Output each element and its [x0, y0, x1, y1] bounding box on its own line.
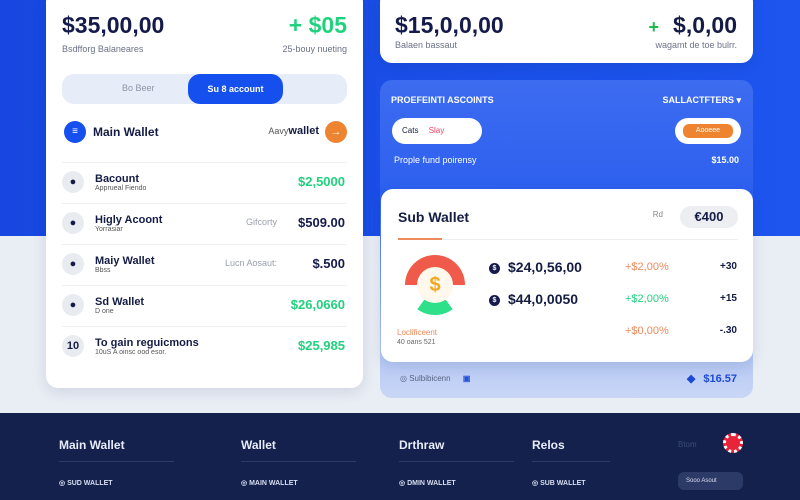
footer-link[interactable]: ◎ MAIN WALLET [241, 480, 298, 487]
account-row[interactable]: ● Sd Wallet D one $26,0660 [62, 285, 347, 326]
account-row[interactable]: 10 To gain reguicmons 10uS A oinsc ood eso… [62, 326, 347, 367]
sub-footer-value: ◆ $16.57 [686, 373, 737, 385]
holding-percent: +$2,00% [625, 261, 669, 273]
account-row[interactable]: ● Bacount Apprueal Fiendo $2,5000 [62, 162, 347, 203]
avatar: ● [62, 171, 84, 193]
balance-change: + $05 [288, 12, 347, 38]
chevron-down-icon: ▾ [736, 95, 741, 105]
holding-percent: +$0,00% [625, 325, 669, 337]
any-wallet-link[interactable]: Aavywallet [268, 125, 319, 137]
change-label: 25-bouy nueting [282, 44, 347, 54]
footer-heading: Drthraw [399, 438, 445, 452]
progress-line [398, 238, 442, 240]
category-chip[interactable]: Cats Slay [392, 118, 482, 144]
row-title: Sd Wallet [95, 296, 145, 308]
holding-delta: +15 [720, 293, 737, 304]
holding-value: $ $44,0,0050 [489, 291, 578, 307]
secondary-change-label: wagamt de toe bulrr. [655, 40, 737, 50]
row-value: $.500 [312, 256, 345, 271]
footer: Main Wallet ◎ SUD WALLET Wallet ◎ MAIN WALL… [0, 413, 800, 500]
row-title: Higly Acoont [95, 214, 163, 226]
gauge-icon: $ [405, 255, 465, 315]
row-title: To gain reguicmons [95, 337, 199, 349]
footer-heading: Relos [532, 438, 565, 452]
panel-title: PROEFEINTI ASCOINTS [391, 95, 494, 105]
secondary-balance: $15,0,0,00 [395, 12, 504, 38]
row-title: Maiy Wallet [95, 255, 155, 267]
row-value: $2,5000 [298, 174, 345, 189]
gauge-label: Loclificeent [397, 328, 438, 337]
wallet-title: Main Wallet [93, 125, 159, 139]
diamond-icon: ◆ [686, 373, 696, 385]
secondary-balance-label: Balaen bassaut [395, 40, 458, 50]
chip-logo-icon [723, 433, 743, 453]
sub-wallet-card: Sub Wallet Rd €400 $ Loclificeent 40 oan… [381, 189, 753, 362]
account-row[interactable]: ● Higly Acoont Yorrasiar Gifcorty $509.00 [62, 203, 347, 244]
tab-bo-beer[interactable]: Bo Beer [122, 83, 155, 93]
currency-badge[interactable]: €400 [680, 206, 738, 228]
balance-label: Bsdfforg Balaneares [62, 44, 144, 54]
row-subtitle: D one [95, 308, 114, 315]
filter-dropdown[interactable]: SALLACTFTERS ▾ [662, 95, 741, 105]
footer-heading: Wallet [241, 438, 276, 452]
coin-icon: $ [489, 263, 500, 274]
row-subtitle: Bbss [95, 267, 111, 274]
plus-sign: + [648, 17, 660, 37]
avatar: ● [62, 212, 84, 234]
panel-note: Prople fund poirensy [394, 155, 477, 165]
account-tabs: Bo Beer Su 8 account [62, 74, 347, 104]
footer-extra: Btom [678, 440, 697, 449]
secondary-change: $,0,00 [673, 12, 737, 38]
footer-heading: Main Wallet [59, 438, 125, 452]
footer-link[interactable]: ◎ SUB WALLET [532, 480, 586, 487]
total-balance: $35,00,00 [62, 12, 165, 38]
row-value: $509.00 [298, 215, 345, 230]
footer-link[interactable]: ◎ SUD WALLET [59, 480, 113, 487]
gauge-sub: 40 oans 521 [397, 339, 436, 346]
badge-prefix: Rd [652, 210, 663, 219]
tab-sub-account[interactable]: Su 8 account [188, 74, 283, 104]
row-title: Bacount [95, 173, 139, 185]
footer-extra-button[interactable]: Sooo Asout [678, 472, 743, 490]
footer-link[interactable]: ◎ DMIN WALLET [399, 480, 456, 487]
holding-delta: +30 [720, 261, 737, 272]
holding-percent: +$2,00% [625, 293, 669, 305]
sub-footer-label: ◎ Sulbibicenn ▣ [400, 374, 471, 383]
access-chip[interactable]: Aooeee [675, 118, 741, 144]
arrow-right-icon[interactable]: → [325, 121, 347, 143]
avatar: ● [62, 294, 84, 316]
row-label: Lucn Aosaut: [224, 258, 277, 268]
row-subtitle: Apprueal Fiendo [95, 185, 147, 192]
coin-icon: $ [489, 295, 500, 306]
row-label: Gifcorty [245, 217, 277, 227]
wallet-icon: ≡ [64, 121, 86, 143]
main-balance-card: $35,00,00 Bsdfforg Balaneares + $05 25-b… [46, 0, 363, 388]
holding-delta: -.30 [719, 325, 737, 336]
secondary-balance-card: $15,0,0,00 Balaen bassaut + $,0,00 wagamt… [380, 0, 753, 63]
row-value: $25,985 [298, 338, 345, 353]
row-subtitle: 10uS A oinsc ood esor. [95, 349, 167, 356]
avatar: ● [62, 253, 84, 275]
account-row[interactable]: ● Maiy Wallet Bbss Lucn Aosaut: $.500 [62, 244, 347, 285]
count-badge: 10 [62, 335, 84, 357]
row-value: $26,0660 [290, 297, 345, 312]
panel-note-value: $15.00 [711, 155, 739, 165]
sub-wallet-title: Sub Wallet [398, 209, 470, 225]
holding-value: $ $24,0,56,00 [489, 259, 582, 275]
row-subtitle: Yorrasiar [95, 226, 123, 233]
